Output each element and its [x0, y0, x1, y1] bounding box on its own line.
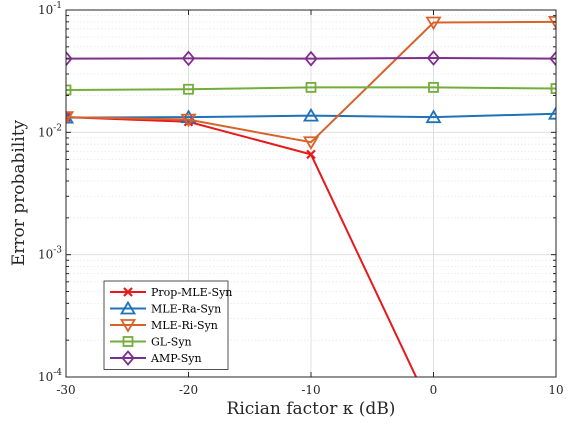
- x-tick-label: -10: [301, 383, 320, 397]
- x-tick-label: 0: [430, 383, 438, 397]
- data-point-marker: [425, 16, 442, 31]
- x-tick-labels: -30 -20 -10 0 10: [56, 383, 563, 397]
- data-point-marker: [304, 50, 318, 67]
- legend-marker: [123, 287, 133, 297]
- data-point-marker: [550, 83, 556, 94]
- x-tick-label: -20: [179, 383, 198, 397]
- data-point-marker: [183, 83, 194, 95]
- legend-marker: [122, 336, 134, 347]
- series-gl-syn: [66, 81, 556, 96]
- y-axis-label: Error probability: [9, 119, 29, 266]
- data-point-marker: [66, 84, 72, 96]
- y-tick-label: 10-3: [38, 246, 62, 262]
- data-point-marker: [547, 105, 556, 120]
- data-point-marker: [306, 149, 316, 160]
- y-tick-label: 10-2: [38, 123, 62, 139]
- data-point-marker: [302, 136, 320, 151]
- data-point-marker: [305, 81, 317, 93]
- legend-marker: [119, 300, 137, 315]
- series-layer: [66, 15, 556, 377]
- x-axis-label: Rician factor κ (dB): [227, 399, 396, 419]
- series-line: [66, 116, 418, 377]
- data-point-marker: [66, 111, 75, 125]
- y-tick-label: 10-1: [38, 1, 62, 17]
- legend-label: GL-Syn: [151, 336, 192, 349]
- legend-entry: AMP-Syn: [110, 350, 202, 366]
- legend: Prop-MLE-Syn MLE-Ra-Syn MLE-Ri-Syn GL-Syn AM…: [103, 280, 232, 370]
- data-point-marker: [180, 109, 197, 124]
- data-point-marker: [426, 50, 441, 66]
- axis-ticks: [65, 9, 557, 378]
- data-point-marker: [66, 50, 73, 67]
- data-point-marker: [425, 109, 442, 124]
- series-mle-ri-syn: [66, 15, 556, 151]
- legend-marker: [121, 350, 135, 366]
- data-point-marker: [181, 50, 196, 67]
- series-line: [66, 112, 556, 119]
- series-line: [66, 20, 556, 144]
- legend-entry: GL-Syn: [110, 336, 192, 349]
- data-point-marker: [547, 15, 556, 30]
- series-amp-syn: [66, 50, 556, 67]
- legend-label: MLE-Ra-Syn: [151, 303, 221, 316]
- data-point-marker: [180, 113, 197, 128]
- y-tick-labels: 10-4 10-3 10-2 10-1: [38, 1, 62, 384]
- legend-label: MLE-Ri-Syn: [151, 319, 218, 332]
- legend-entry: MLE-Ri-Syn: [110, 319, 218, 333]
- series-line: [66, 57, 556, 60]
- x-tick-label: 10: [548, 383, 563, 397]
- legend-label: Prop-MLE-Syn: [151, 286, 232, 299]
- x-tick-label: -30: [56, 383, 75, 397]
- legend-marker: [119, 319, 137, 333]
- series-line: [66, 86, 556, 91]
- data-point-marker: [549, 50, 556, 67]
- data-point-marker: [428, 81, 439, 93]
- y-tick-label: 10-4: [38, 368, 62, 384]
- legend-label: AMP-Syn: [150, 352, 202, 365]
- legend-entry: Prop-MLE-Syn: [110, 286, 232, 299]
- legend-entry: MLE-Ra-Syn: [110, 300, 221, 316]
- data-point-marker: [302, 107, 320, 122]
